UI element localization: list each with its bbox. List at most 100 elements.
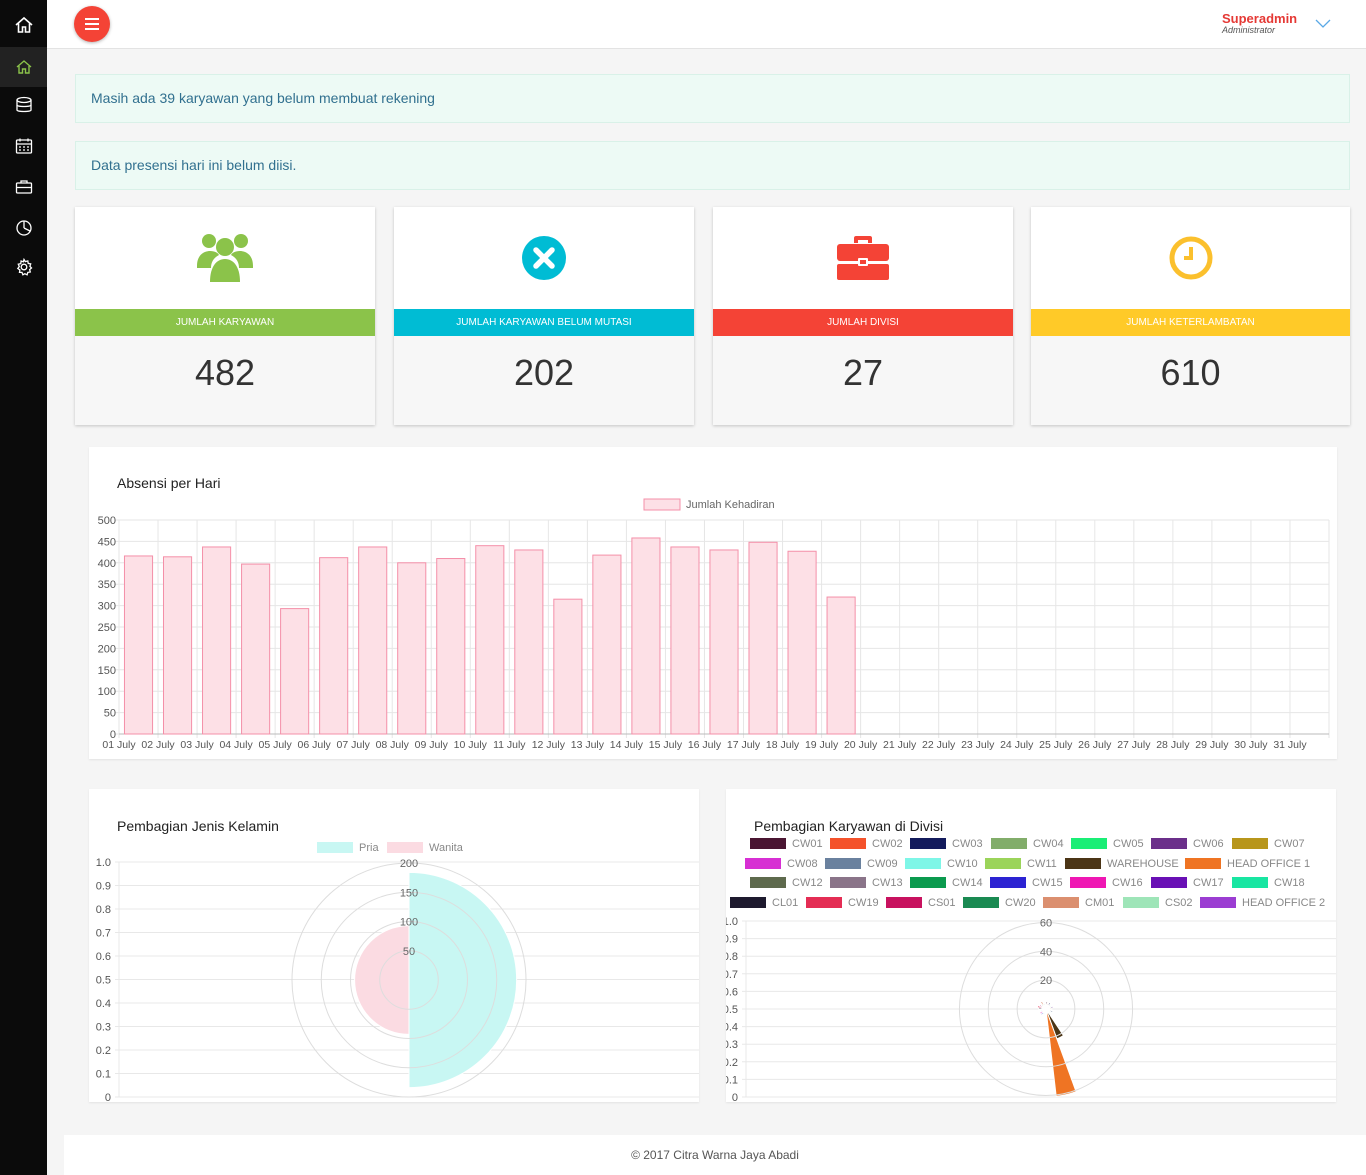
legend-swatch: [985, 858, 1021, 869]
legend-swatch: [745, 858, 781, 869]
radial-grid-circle: [320, 891, 498, 1069]
x-tick-label: 06 July: [298, 739, 332, 751]
legend-swatch: [1232, 838, 1268, 849]
side-axis-label: 0.8: [726, 951, 738, 963]
side-axis-label: 0: [732, 1092, 738, 1102]
legend-swatch: [1043, 897, 1079, 908]
bar: [709, 549, 739, 735]
legend-swatch: [830, 838, 866, 849]
radial-tick-label: 100: [400, 917, 418, 929]
side-axis-label: 0.7: [726, 969, 738, 981]
side-axis-label: 0.3: [726, 1039, 738, 1051]
bar: [826, 596, 856, 735]
legend-swatch: [830, 877, 866, 888]
x-tick-label: 22 July: [922, 739, 956, 751]
x-tick-label: 10 July: [454, 739, 488, 751]
stat-label: JUMLAH KARYAWAN: [75, 309, 375, 336]
bar: [514, 549, 544, 735]
radial-grid-circle: [350, 921, 468, 1039]
bar: [436, 558, 466, 735]
bar: [202, 546, 232, 735]
bar: [787, 550, 817, 735]
legend-swatch: [806, 897, 842, 908]
legend-label: CW03: [952, 838, 983, 850]
database-icon[interactable]: [0, 85, 47, 125]
legend-label: CW11: [1027, 858, 1057, 870]
stat-value: 482: [194, 352, 256, 393]
legend-swatch: [963, 897, 999, 908]
y-tick-label: 400: [98, 558, 116, 570]
legend-swatch: [1071, 838, 1107, 849]
side-axis-label: 0.2: [726, 1057, 738, 1069]
polar-segment: [1044, 1004, 1047, 1010]
stat-card-belum-mutasi: JUMLAH KARYAWAN BELUM MUTASI 202: [394, 207, 694, 425]
legend-swatch: [1151, 838, 1187, 849]
legend-label: CW02: [872, 838, 903, 850]
y-tick-label: 200: [98, 643, 116, 655]
radial-tick-label: 150: [400, 887, 418, 899]
gear-icon[interactable]: [0, 247, 47, 287]
side-axis-label: 0.8: [96, 904, 111, 916]
y-tick-label: 350: [98, 579, 116, 591]
side-axis-label: 1.0: [726, 916, 738, 928]
clock-icon: [1169, 236, 1212, 280]
legend-label: CW08: [787, 858, 818, 870]
x-tick-label: 18 July: [766, 739, 800, 751]
home-icon[interactable]: [0, 5, 47, 45]
briefcase-icon[interactable]: [0, 167, 47, 207]
legend-swatch: [990, 877, 1026, 888]
polar-segment: [354, 925, 410, 1035]
legend-swatch: [905, 858, 941, 869]
legend-swatch: [991, 838, 1027, 849]
user-role: Administrator: [1222, 25, 1276, 35]
legend-label: CW20: [1005, 897, 1036, 909]
radial-tick-label: 200: [400, 858, 418, 870]
sidebar: [0, 0, 47, 1175]
legend-swatch: [317, 842, 353, 853]
legend-label: CW19: [848, 897, 879, 909]
side-axis-label: 0.3: [96, 1022, 111, 1034]
side-axis-label: 0.4: [96, 998, 111, 1010]
stat-label: JUMLAH DIVISI: [713, 309, 1013, 336]
legend-swatch: [730, 897, 766, 908]
users-icon: [197, 234, 253, 282]
legend-swatch: [886, 897, 922, 908]
y-tick-label: 250: [98, 622, 116, 634]
legend-label: CW04: [1033, 838, 1064, 850]
x-tick-label: 31 July: [1273, 739, 1307, 751]
division-polar-chart: 0 0.1 0.2 0.3 0.4 0.5 0.6 0.7 0.8 0.9 1.0 CW01 CW02 C…: [726, 838, 1336, 1102]
pie-chart-icon[interactable]: [0, 207, 47, 247]
y-tick-label: 300: [98, 601, 116, 613]
radial-tick-label: 60: [1040, 917, 1052, 929]
y-tick-label: 50: [104, 708, 116, 720]
stat-card-karyawan: JUMLAH KARYAWAN 482: [75, 207, 375, 425]
divisi-panel: Pembagian Karyawan di Divisi 00.10.20.30…: [726, 789, 1336, 1102]
legend-label: CW10: [947, 858, 978, 870]
x-tick-label: 27 July: [1117, 739, 1151, 751]
side-axis-label: 0.6: [726, 986, 738, 998]
bar: [241, 563, 271, 735]
bar: [475, 545, 505, 735]
legend-swatch: [1123, 897, 1159, 908]
user-name[interactable]: Superadmin: [1222, 11, 1298, 26]
bar: [397, 562, 427, 735]
dashboard-home-icon[interactable]: [0, 47, 47, 87]
bar: [162, 556, 193, 735]
side-axis-label: 0.4: [726, 1022, 738, 1034]
legend-label: HEAD OFFICE 1: [1227, 858, 1310, 870]
radial-tick-label: 50: [403, 946, 415, 958]
x-tick-label: 29 July: [1195, 739, 1229, 751]
x-tick-label: 03 July: [180, 739, 214, 751]
menu-toggle-button[interactable]: [74, 6, 110, 42]
side-axis-label: 0.1: [96, 1069, 111, 1081]
chevron-down-icon: [1315, 19, 1331, 28]
close-circle-icon: [522, 236, 566, 280]
y-tick-label: 500: [98, 515, 116, 527]
side-axis-label: 0.9: [96, 881, 111, 893]
bar: [670, 546, 700, 735]
absensi-panel: Absensi per Hari Jumlah Kehadiran 0 50 100 1…: [89, 447, 1337, 759]
calendar-icon[interactable]: [0, 126, 47, 166]
x-tick-label: 07 July: [337, 739, 371, 751]
user-menu-toggle[interactable]: [1315, 16, 1331, 34]
bar: [592, 554, 622, 735]
